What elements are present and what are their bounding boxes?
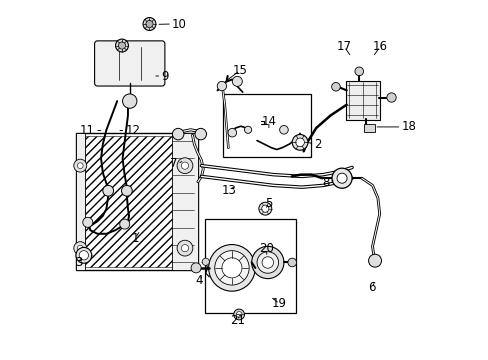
Bar — [204, 220, 296, 313]
Text: 13: 13 — [221, 184, 236, 197]
Circle shape — [292, 134, 307, 150]
Text: 20: 20 — [259, 242, 274, 255]
FancyBboxPatch shape — [346, 81, 379, 120]
Text: 18: 18 — [401, 121, 416, 134]
Circle shape — [172, 129, 183, 140]
FancyBboxPatch shape — [94, 41, 164, 86]
Bar — [76, 134, 198, 270]
Circle shape — [251, 246, 284, 279]
Text: 1: 1 — [131, 231, 139, 244]
Circle shape — [244, 126, 251, 134]
Circle shape — [120, 219, 129, 229]
Circle shape — [77, 163, 83, 168]
Text: 3: 3 — [75, 256, 82, 269]
Text: 4: 4 — [195, 274, 203, 287]
Circle shape — [227, 129, 236, 137]
Circle shape — [336, 173, 346, 183]
Circle shape — [279, 126, 287, 134]
Circle shape — [74, 242, 86, 255]
Circle shape — [262, 257, 273, 268]
Circle shape — [77, 245, 83, 251]
Circle shape — [217, 81, 226, 91]
FancyBboxPatch shape — [363, 125, 375, 132]
Circle shape — [118, 42, 125, 49]
Circle shape — [121, 185, 132, 196]
Text: 19: 19 — [272, 297, 286, 310]
Circle shape — [74, 159, 86, 172]
Text: 6: 6 — [367, 281, 375, 294]
Circle shape — [386, 93, 395, 102]
Text: 9: 9 — [161, 69, 168, 82]
Bar — [172, 134, 198, 270]
Circle shape — [287, 258, 296, 267]
Circle shape — [177, 158, 192, 174]
Circle shape — [191, 263, 201, 273]
Text: 16: 16 — [372, 40, 387, 53]
Text: 2: 2 — [314, 138, 321, 150]
Circle shape — [258, 202, 271, 215]
Text: 17: 17 — [336, 40, 351, 53]
Text: 8: 8 — [322, 176, 329, 189]
Circle shape — [331, 168, 351, 188]
Circle shape — [354, 67, 363, 76]
Bar — [85, 136, 180, 267]
Circle shape — [79, 251, 88, 260]
Text: 21: 21 — [229, 314, 244, 327]
Circle shape — [214, 251, 249, 285]
Circle shape — [331, 82, 340, 91]
Circle shape — [122, 94, 137, 108]
Circle shape — [142, 18, 156, 31]
Circle shape — [232, 76, 242, 86]
Circle shape — [195, 129, 206, 140]
Circle shape — [76, 247, 92, 263]
Circle shape — [368, 254, 381, 267]
Circle shape — [233, 309, 244, 320]
Circle shape — [257, 252, 278, 273]
Bar — [223, 94, 310, 157]
Circle shape — [115, 39, 128, 52]
Text: 7: 7 — [170, 157, 177, 170]
Circle shape — [222, 258, 242, 278]
Circle shape — [181, 244, 188, 252]
Text: 14: 14 — [261, 115, 276, 128]
Text: 12: 12 — [125, 124, 140, 137]
Circle shape — [295, 138, 304, 147]
Text: 11: 11 — [80, 124, 95, 137]
Circle shape — [208, 244, 255, 291]
Circle shape — [181, 162, 188, 169]
Bar — [76, 134, 84, 270]
Text: 15: 15 — [232, 64, 247, 77]
Text: 10: 10 — [172, 18, 186, 31]
Circle shape — [145, 21, 153, 28]
Circle shape — [177, 240, 192, 256]
Circle shape — [82, 217, 93, 227]
Circle shape — [236, 312, 242, 318]
Circle shape — [202, 258, 209, 265]
Circle shape — [102, 185, 113, 196]
Text: 5: 5 — [264, 197, 272, 210]
Circle shape — [261, 205, 268, 212]
